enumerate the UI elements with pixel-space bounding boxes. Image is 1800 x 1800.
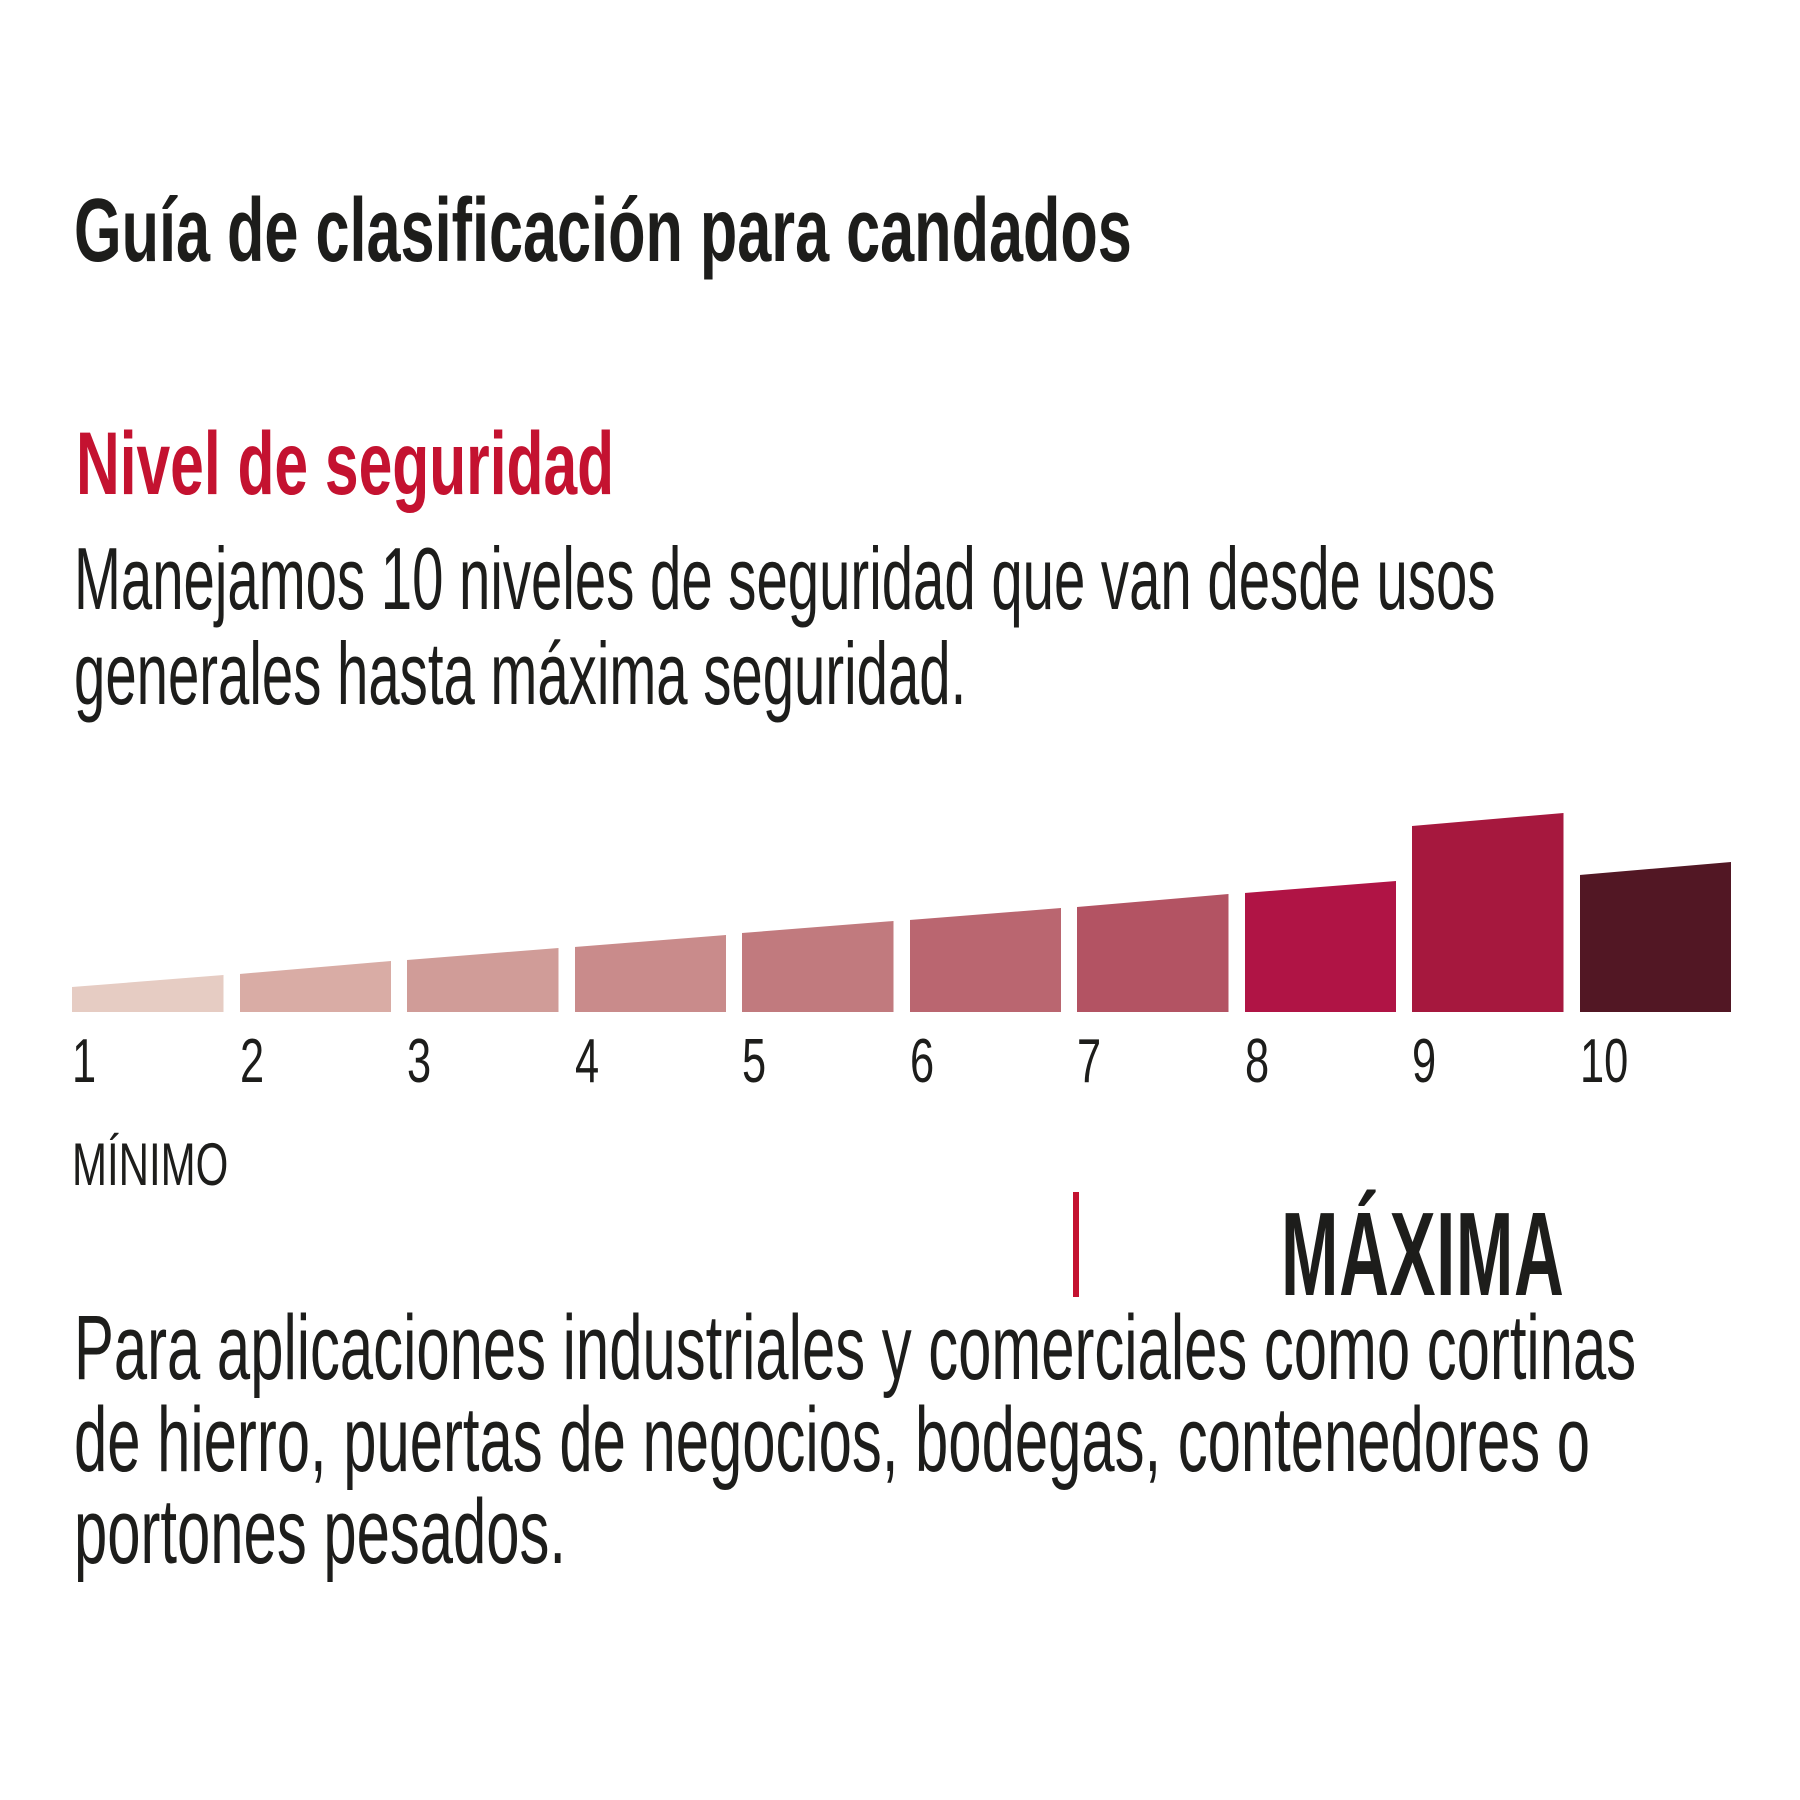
bar-label-6: 6: [909, 1027, 934, 1096]
security-level-bar-8: [1244, 881, 1396, 1012]
max-level-label: MÁXIMA: [1281, 1188, 1565, 1321]
security-level-bar-9: [1412, 813, 1564, 1012]
bar-label-10: 10: [1579, 1027, 1628, 1096]
section-heading: Nivel de seguridad: [76, 413, 615, 513]
bar-label-4: 4: [574, 1027, 599, 1096]
security-level-bar-7: [1077, 894, 1229, 1012]
bar-axis-labels: 1 2 3 4 5 6 7 8 9 10: [72, 1031, 1772, 1101]
security-level-bar-6: [909, 908, 1061, 1012]
intro-line-2: generales hasta máxima seguridad.: [74, 624, 967, 723]
bar-label-8: 8: [1244, 1027, 1269, 1096]
security-level-bar-10: [1579, 862, 1731, 1012]
intro-line-1: Manejamos 10 niveles de seguridad que va…: [74, 529, 1496, 628]
intro-paragraph: Manejamos 10 niveles de seguridad que va…: [74, 531, 1495, 721]
security-level-bar-chart: [72, 805, 1732, 1012]
footer-line-1: Para aplicaciones industriales y comerci…: [74, 1297, 1637, 1399]
bar-label-3: 3: [407, 1027, 432, 1096]
security-level-bar-4: [574, 935, 726, 1012]
footer-line-2: de hierro, puertas de negocios, bodegas,…: [74, 1389, 1591, 1491]
bar-label-2: 2: [239, 1027, 264, 1096]
security-level-bar-1: [72, 975, 224, 1012]
security-level-bar-5: [742, 921, 894, 1012]
min-level-label: MÍNIMO: [72, 1131, 229, 1198]
max-level-tick: [1073, 1192, 1079, 1297]
page-title: Guía de clasificación para candados: [74, 181, 1132, 281]
footer-line-3: portones pesados.: [74, 1481, 567, 1583]
bar-label-5: 5: [742, 1027, 767, 1096]
bar-label-9: 9: [1412, 1027, 1437, 1096]
footer-paragraph: Para aplicaciones industriales y comerci…: [74, 1302, 1636, 1578]
bar-label-1: 1: [72, 1027, 97, 1096]
bar-label-7: 7: [1077, 1027, 1102, 1096]
security-level-bar-3: [407, 948, 559, 1012]
security-level-bar-2: [239, 961, 391, 1012]
